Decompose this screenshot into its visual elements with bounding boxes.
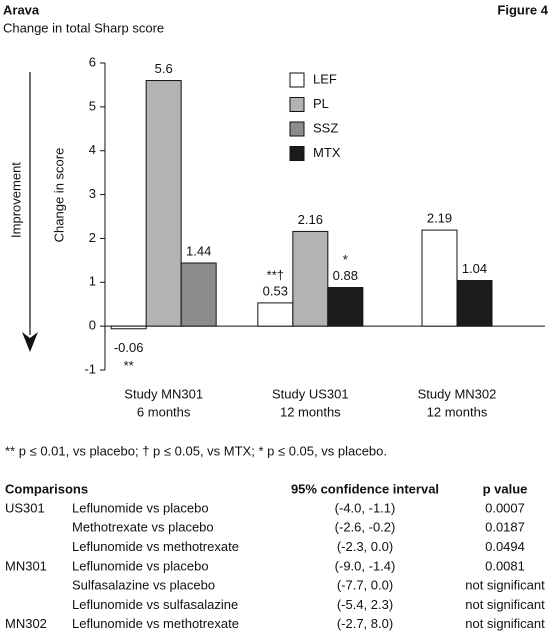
table-cell: 0.0007	[485, 500, 525, 515]
table-cell: MN302	[5, 616, 47, 631]
value-label: 2.19	[427, 211, 452, 226]
table-cell: Leflunomide vs placebo	[72, 558, 209, 573]
legend-swatch	[289, 72, 305, 88]
x-tick-label: 12 months	[427, 404, 488, 419]
y-tick-label: 6	[89, 54, 96, 69]
legend-swatch	[289, 146, 305, 161]
y-tick-label: -1	[84, 361, 96, 376]
figure-label: Figure 4	[497, 2, 548, 17]
arrow-head	[22, 332, 38, 352]
table-cell: not significant	[465, 616, 545, 631]
table-cell: (-2.7, 8.0)	[337, 616, 393, 631]
table-cell: (-2.3, 0.0)	[337, 539, 393, 554]
table-cell: 0.0494	[485, 539, 525, 554]
table-cell: not significant	[465, 578, 545, 593]
table-cell: US301	[5, 500, 45, 515]
table-cell: Leflunomide vs methotrexate	[72, 616, 239, 631]
legend-swatch	[289, 97, 305, 112]
table-cell: (-7.7, 0.0)	[337, 578, 393, 593]
y-tick-label: 5	[89, 98, 96, 113]
table-cell: (-5.4, 2.3)	[337, 597, 393, 612]
table-cell: Sulfasalazine vs placebo	[72, 578, 215, 593]
y-axis-label: Change in score	[51, 148, 66, 243]
legend-swatch	[289, 121, 305, 137]
table-cell: Methotrexate vs placebo	[72, 520, 214, 535]
table-cell: Leflunomide vs sulfasalazine	[72, 597, 238, 612]
x-tick-label: 6 months	[137, 404, 191, 419]
value-label: 5.6	[155, 61, 173, 76]
value-label: 2.16	[298, 212, 323, 227]
value-label: 1.04	[462, 261, 487, 276]
y-tick-label: 0	[89, 318, 96, 333]
value-label: 1.44	[186, 243, 211, 258]
table-cell: 0.0187	[485, 520, 525, 535]
table-cell: (-9.0, -1.4)	[335, 558, 396, 573]
legend-label: SSZ	[313, 120, 338, 135]
table-cell: (-2.6, -0.2)	[335, 520, 396, 535]
footnote: ** p ≤ 0.01, vs placebo; † p ≤ 0.05, vs …	[5, 443, 387, 458]
legend-label: MTX	[313, 145, 341, 160]
significance-note: **	[124, 358, 134, 373]
x-tick-label: Study MN302	[418, 386, 497, 401]
x-tick-label: Study MN301	[124, 386, 203, 401]
table-cell: MN301	[5, 558, 47, 573]
table-cell: Leflunomide vs methotrexate	[72, 539, 239, 554]
table-cell: not significant	[465, 597, 545, 612]
direction-label: Improvement	[8, 162, 23, 238]
table-header: p value	[483, 481, 528, 496]
table-cell: (-4.0, -1.1)	[335, 500, 396, 515]
legend-label: PL	[313, 96, 329, 111]
legend-label: LEF	[313, 71, 337, 86]
bar	[257, 302, 294, 327]
significance-note: **†	[267, 267, 284, 282]
y-tick-label: 3	[89, 186, 96, 201]
value-label: 0.53	[263, 283, 288, 298]
bar	[180, 262, 217, 327]
table-header: 95% confidence interval	[291, 481, 439, 496]
x-tick-label: 12 months	[280, 404, 341, 419]
table-header: Comparisons	[5, 481, 88, 496]
bar	[421, 229, 458, 327]
value-label: -0.06	[114, 340, 144, 355]
table-cell: 0.0081	[485, 558, 525, 573]
y-tick-label: 2	[89, 230, 96, 245]
bar	[456, 280, 493, 327]
y-tick-label: 1	[89, 274, 96, 289]
bar	[145, 80, 182, 327]
x-tick-label: Study US301	[272, 386, 349, 401]
bar	[110, 325, 147, 330]
bar	[327, 287, 364, 327]
table-cell: Leflunomide vs placebo	[72, 500, 209, 515]
chart-title: Arava	[3, 2, 40, 17]
y-tick-label: 4	[89, 142, 96, 157]
bar	[292, 230, 329, 327]
value-label: 0.88	[333, 268, 358, 283]
chart-subtitle: Change in total Sharp score	[3, 20, 164, 35]
significance-note: *	[343, 252, 348, 267]
